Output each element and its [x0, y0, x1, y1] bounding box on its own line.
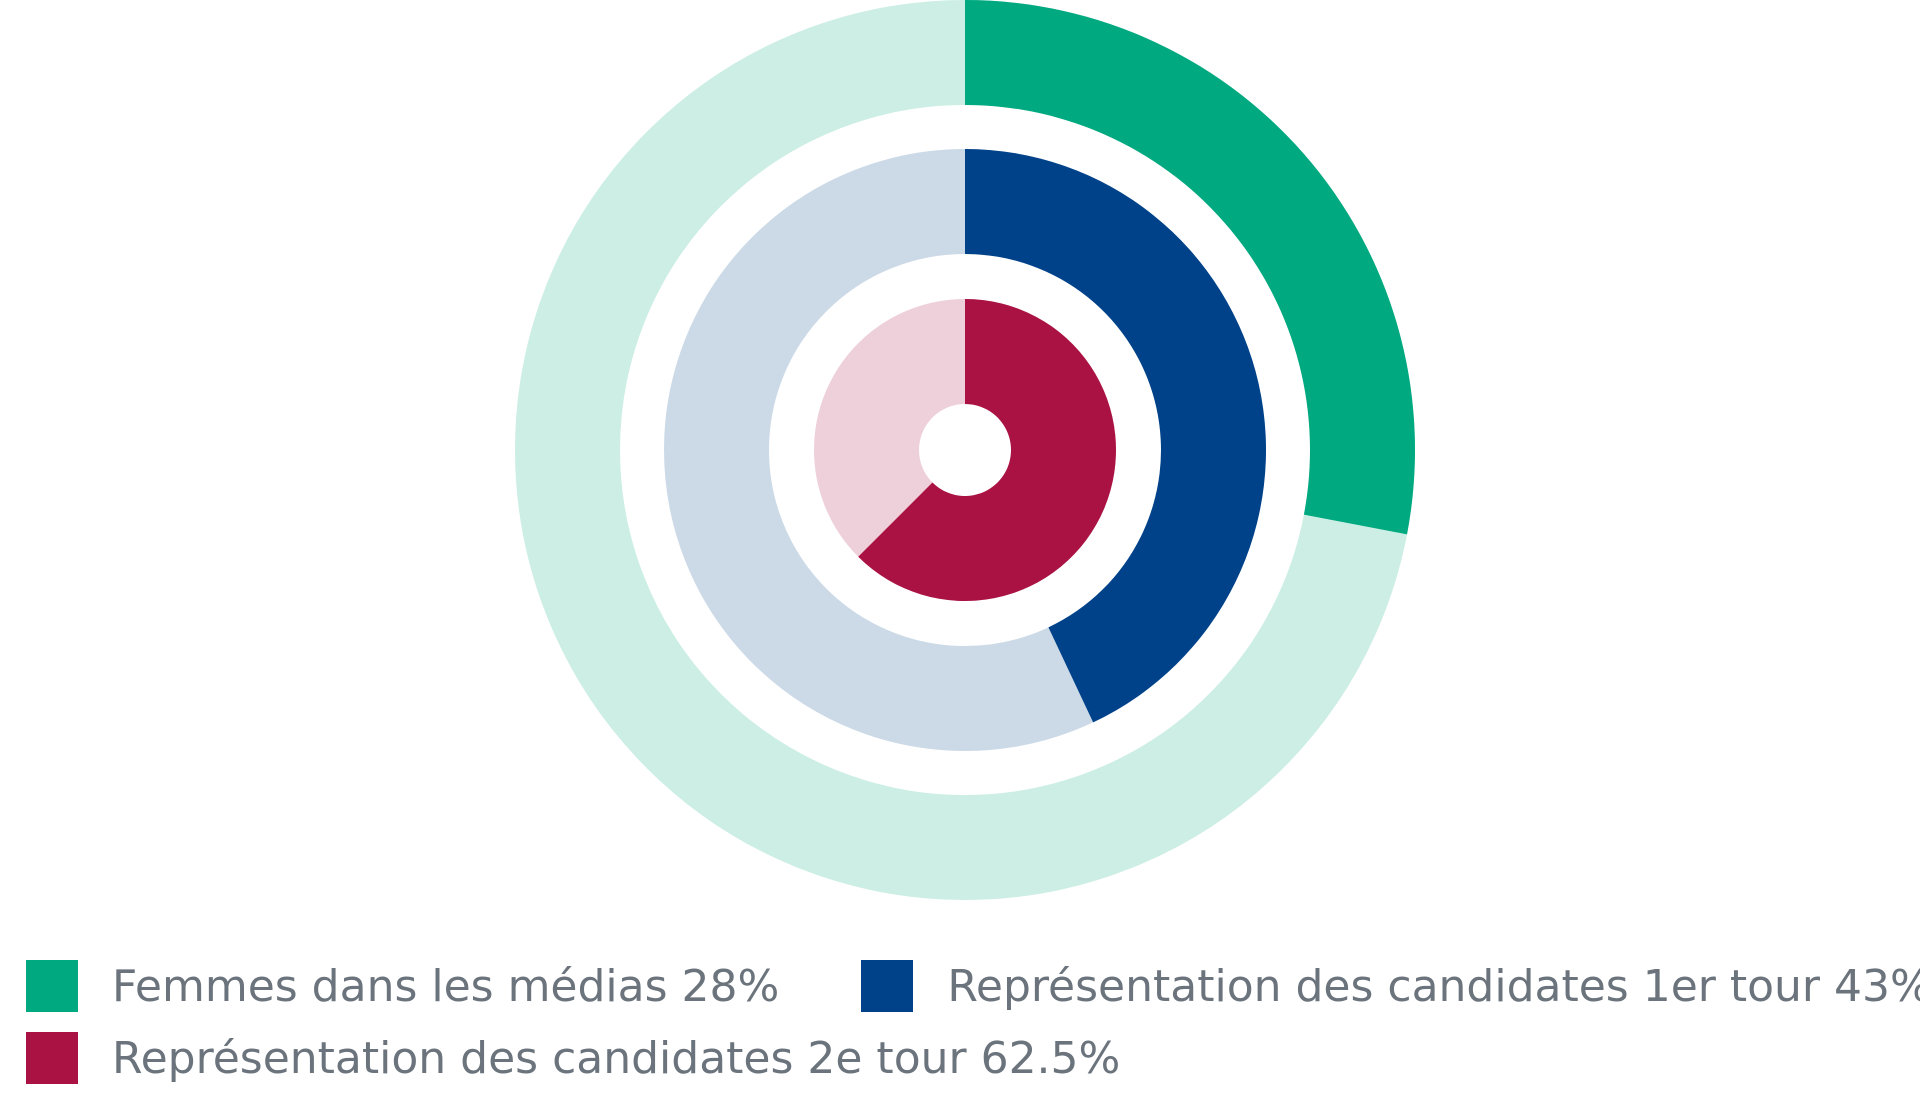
ring-arc-medias — [965, 0, 1416, 535]
chart-legend: Femmes dans les médias 28% Représentatio… — [0, 950, 1920, 1094]
legend-swatch-1er-tour — [861, 960, 914, 1012]
legend-item-2e-tour: Représentation des candidates 2e tour 62… — [0, 1032, 1120, 1084]
ring-arc-2e-tour — [858, 299, 1116, 602]
nested-donut-chart — [515, 0, 1416, 900]
legend-label-medias: Femmes dans les médias 28% — [112, 960, 780, 1012]
legend-row-1: Femmes dans les médias 28% Représentatio… — [0, 950, 1920, 1022]
legend-label-2e-tour: Représentation des candidates 2e tour 62… — [112, 1032, 1121, 1084]
legend-label-1er-tour: Représentation des candidates 1er tour 4… — [947, 960, 1920, 1012]
legend-swatch-medias — [26, 960, 78, 1012]
ring-arc-1er-tour — [965, 149, 1266, 723]
legend-row-2: Représentation des candidates 2e tour 62… — [0, 1022, 1920, 1094]
legend-swatch-2e-tour — [26, 1032, 78, 1084]
legend-item-1er-tour: Représentation des candidates 1er tour 4… — [835, 960, 1920, 1012]
legend-item-medias: Femmes dans les médias 28% — [0, 960, 779, 1012]
